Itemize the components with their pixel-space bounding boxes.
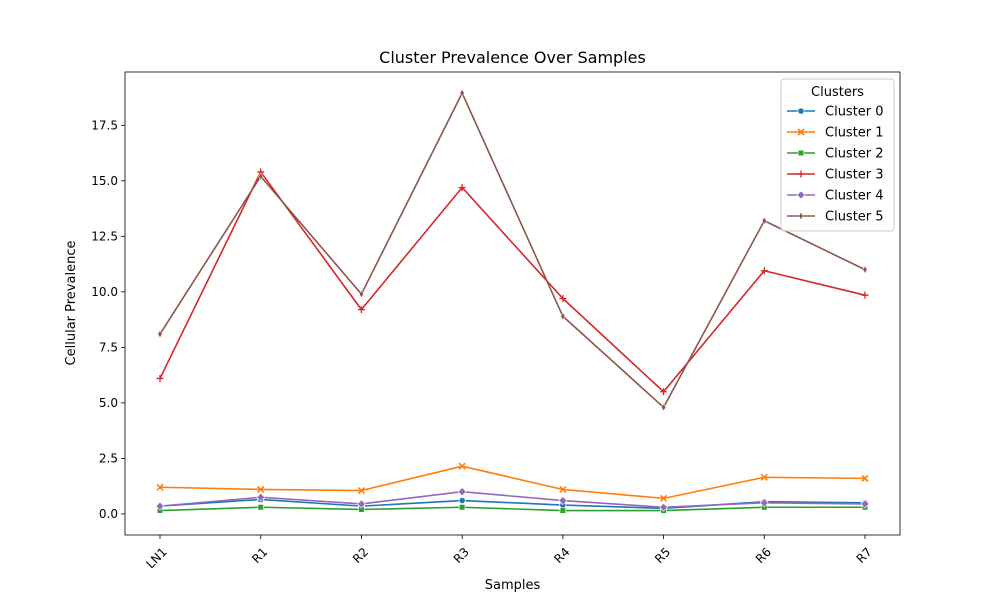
legend-marker <box>797 170 805 178</box>
legend-entry: Cluster 1 <box>787 126 884 141</box>
data-point <box>155 501 165 511</box>
data-point <box>661 403 667 412</box>
legend-entry: Cluster 5 <box>787 210 884 225</box>
data-point <box>860 499 870 509</box>
y-tick-label: 5.0 <box>99 396 118 410</box>
data-point <box>558 496 568 506</box>
y-tick-label: 0.0 <box>99 507 118 521</box>
x-axis-title: Samples <box>485 578 541 593</box>
y-tick-label: 15.0 <box>91 174 118 188</box>
data-point <box>257 485 265 494</box>
data-point <box>459 504 466 511</box>
data-point <box>357 499 366 509</box>
data-point <box>659 502 668 512</box>
data-point <box>258 172 264 181</box>
legend-entry: Cluster 4 <box>787 189 884 204</box>
y-tick-label: 2.5 <box>99 451 118 465</box>
y-tick-label: 12.5 <box>91 229 118 243</box>
series-cluster-5 <box>157 89 868 412</box>
data-point <box>457 487 467 497</box>
y-tick-label: 10.0 <box>91 285 118 299</box>
legend-label: Cluster 2 <box>825 147 884 162</box>
data-point <box>458 183 466 191</box>
series-cluster-2 <box>156 504 869 514</box>
data-point <box>458 462 466 470</box>
y-tick-label: 7.5 <box>99 340 118 354</box>
data-point <box>760 473 768 481</box>
data-point <box>861 474 869 482</box>
series-line <box>159 92 866 409</box>
legend-marker <box>797 128 805 136</box>
data-point <box>459 89 465 98</box>
legend-title: Clusters <box>811 85 864 100</box>
data-point <box>458 496 466 505</box>
data-point <box>559 485 567 494</box>
data-point <box>660 388 668 396</box>
data-point <box>357 487 365 495</box>
data-point <box>861 291 869 299</box>
legend-label: Cluster 1 <box>825 126 884 141</box>
axes-frame <box>124 71 901 536</box>
legend-marker <box>796 190 806 200</box>
series-line <box>159 506 865 512</box>
series-line <box>159 490 866 509</box>
data-point <box>560 312 566 321</box>
series-line <box>159 465 866 500</box>
data-point <box>660 494 668 502</box>
legend-entry: Cluster 3 <box>787 168 884 183</box>
legend-entry: Cluster 2 <box>787 147 884 162</box>
y-axis-title: Cellular Prevalence <box>64 241 79 366</box>
legend-label: Cluster 4 <box>825 189 884 204</box>
legend-label: Cluster 0 <box>825 105 884 120</box>
legend-marker <box>797 149 805 157</box>
data-point <box>357 306 365 314</box>
data-point <box>761 216 767 225</box>
data-point <box>559 507 566 514</box>
data-point <box>257 504 264 511</box>
data-point <box>256 492 266 502</box>
legend-entry: Cluster 0 <box>787 105 884 120</box>
legend-marker <box>797 107 805 115</box>
data-point <box>559 295 567 303</box>
data-point <box>862 265 868 274</box>
data-point <box>760 267 768 275</box>
data-point <box>156 483 164 491</box>
data-point <box>358 289 364 299</box>
legend-box <box>780 78 895 232</box>
legend-label: Cluster 5 <box>825 210 884 225</box>
series-cluster-4 <box>155 487 870 512</box>
series-cluster-1 <box>156 462 869 502</box>
data-point <box>156 374 164 382</box>
legend: Clusters Cluster 0 Cluster 1 Cluster 2 Clust… <box>780 78 895 232</box>
legend-marker <box>798 211 804 221</box>
y-tick-label: 17.5 <box>91 118 118 132</box>
data-point <box>157 329 163 339</box>
legend-label: Cluster 3 <box>825 168 884 183</box>
chart-title: Cluster Prevalence Over Samples <box>379 48 646 67</box>
data-point <box>759 498 769 508</box>
